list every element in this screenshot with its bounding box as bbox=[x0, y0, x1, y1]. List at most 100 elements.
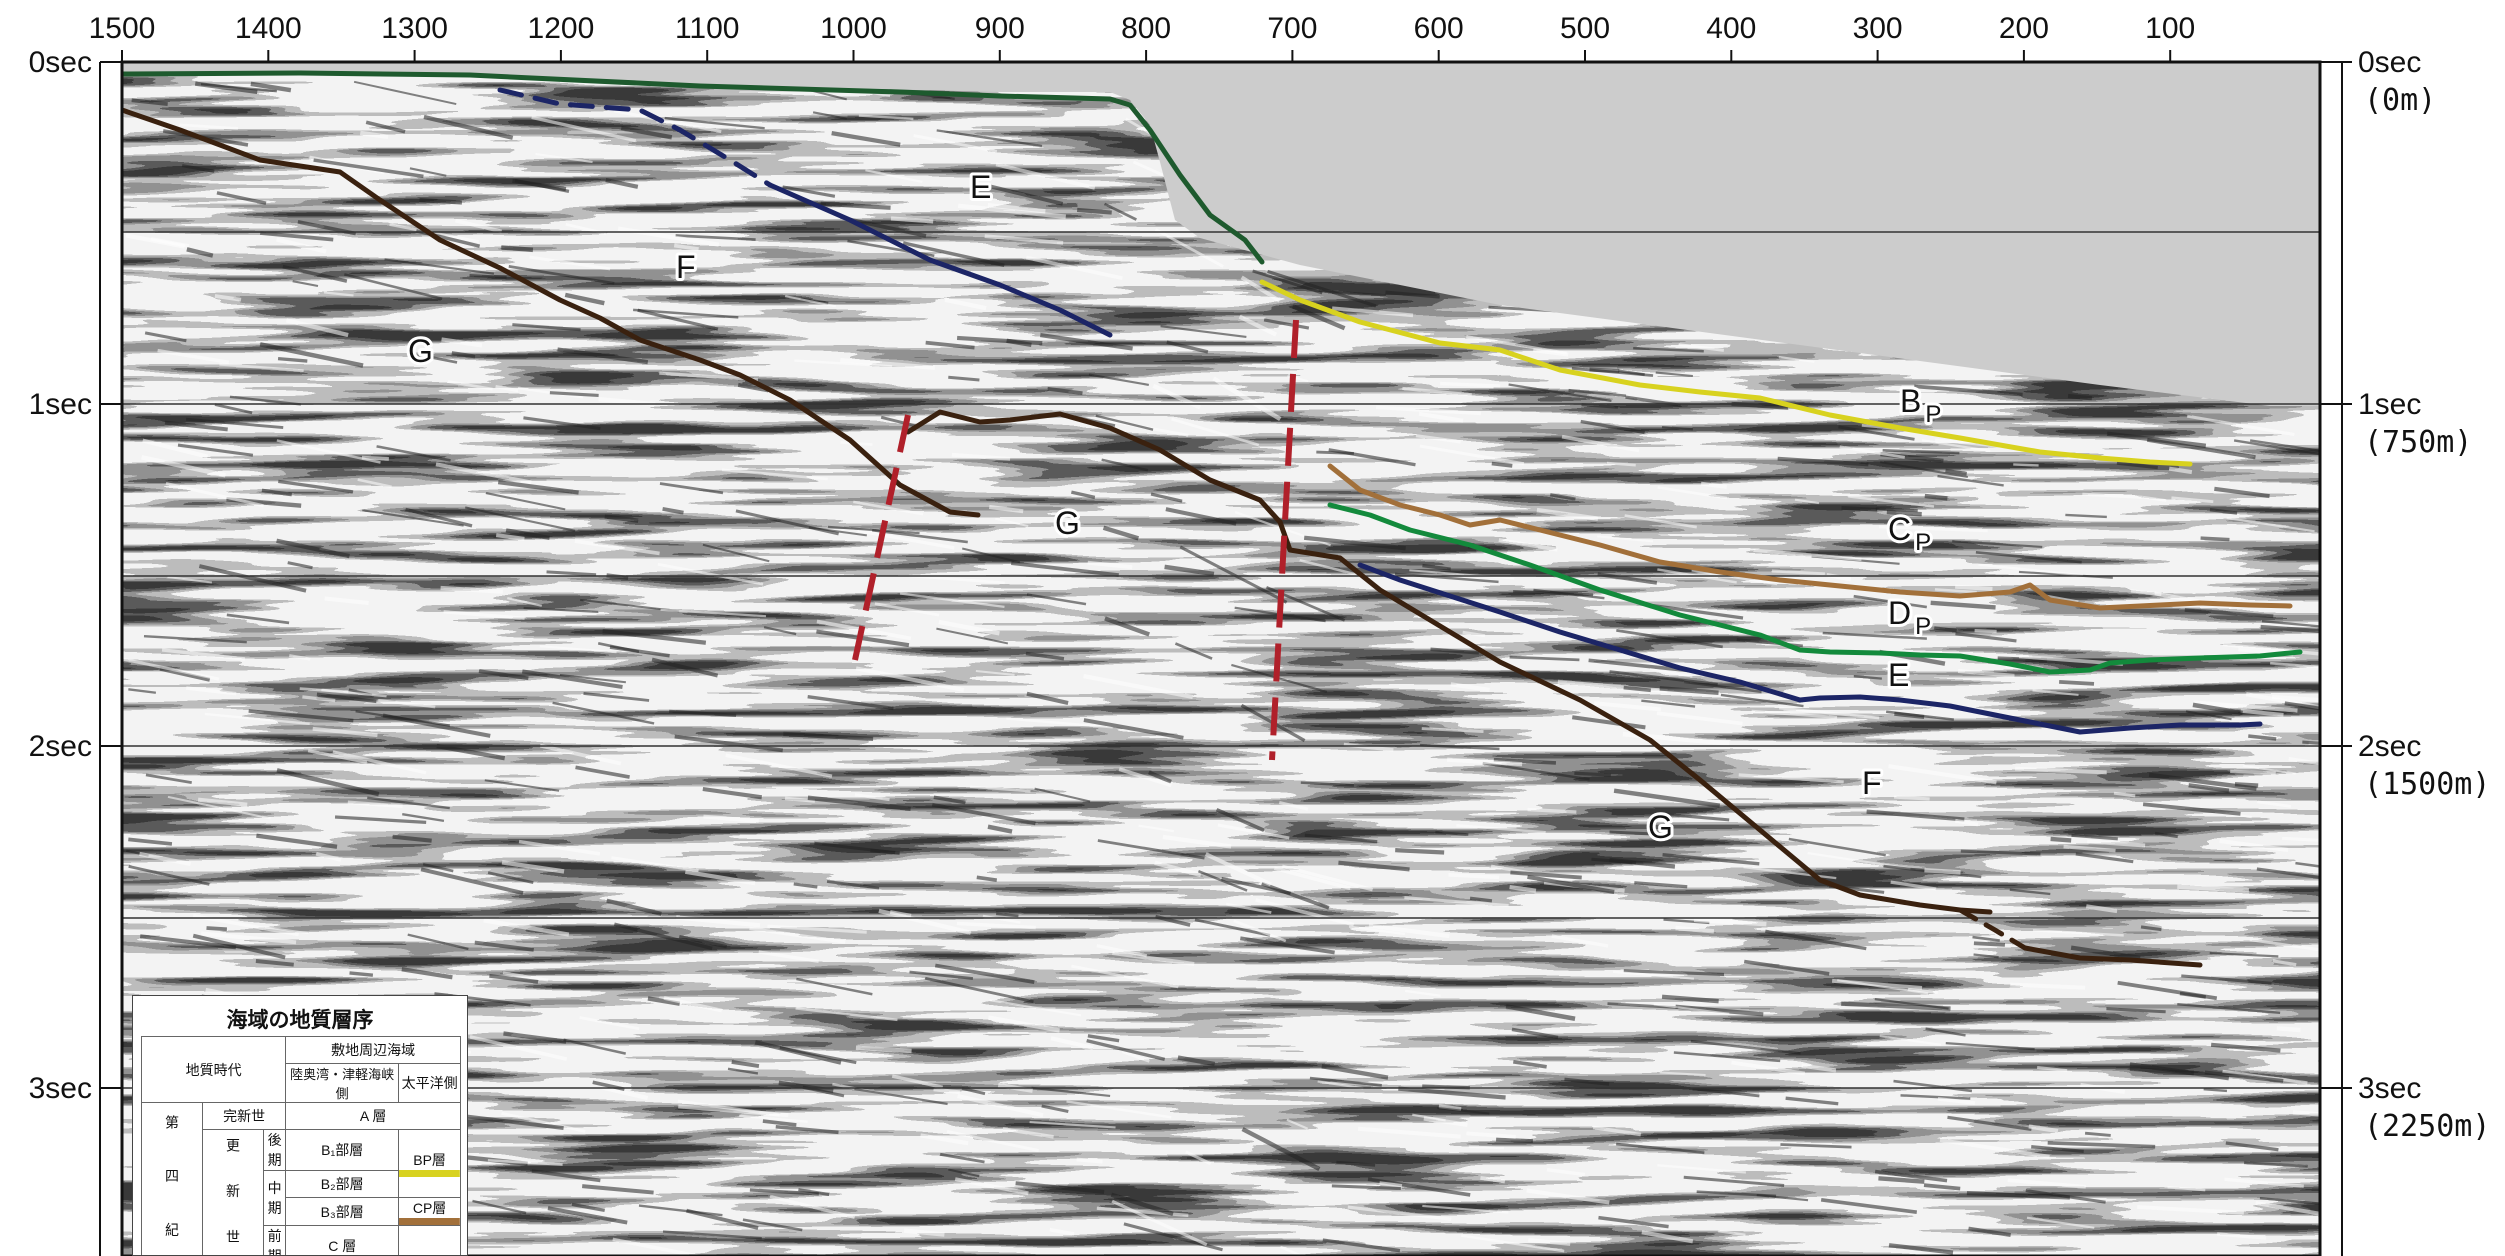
reflector-streak bbox=[1777, 456, 1869, 467]
reflector-streak bbox=[677, 1099, 780, 1117]
reflector-streak bbox=[1588, 658, 1691, 673]
reflector-streak bbox=[784, 796, 816, 803]
reflector-streak bbox=[1937, 1097, 1976, 1105]
layer-label-g-shelf: G bbox=[408, 333, 433, 369]
reflector-streak bbox=[853, 500, 924, 516]
reflector-streak bbox=[1317, 1080, 1364, 1090]
reflector-streak bbox=[1900, 1094, 1971, 1100]
reflector-streak bbox=[2071, 833, 2118, 841]
reflector-streak bbox=[1874, 998, 1949, 1010]
reflector-streak bbox=[1947, 1115, 2032, 1131]
reflector-streak bbox=[1593, 701, 1662, 712]
legend-layer-b2: B₂部層 bbox=[285, 1170, 400, 1198]
reflector-streak bbox=[1954, 818, 1979, 827]
reflector-streak bbox=[2085, 904, 2118, 914]
reflector-streak bbox=[2065, 513, 2107, 519]
reflector-streak bbox=[276, 237, 327, 254]
reflector-streak bbox=[1841, 505, 1878, 512]
reflector-streak bbox=[2225, 1141, 2279, 1152]
reflector-streak bbox=[2302, 740, 2320, 745]
reflector-streak bbox=[367, 796, 450, 810]
reflector-streak bbox=[1751, 709, 1838, 719]
reflector-streak bbox=[2257, 800, 2292, 808]
reflector-streak bbox=[1945, 468, 1968, 476]
reflector-streak bbox=[1278, 800, 1309, 811]
reflector-streak bbox=[2233, 439, 2320, 456]
reflector-streak bbox=[1657, 812, 1730, 822]
horizon-e-slope bbox=[1357, 562, 2263, 735]
reflector-streak bbox=[674, 734, 783, 753]
reflector-streak bbox=[344, 273, 443, 301]
reflector-streak bbox=[779, 1046, 857, 1065]
reflector-streak bbox=[988, 504, 1024, 514]
reflector-streak bbox=[638, 1204, 723, 1217]
legend-bp-swatch bbox=[399, 1170, 460, 1177]
reflector-streak bbox=[1409, 569, 1515, 580]
reflector-streak bbox=[1050, 1036, 1094, 1050]
horizons bbox=[122, 70, 2303, 968]
reflector-streak bbox=[1174, 642, 1213, 660]
reflector-streak bbox=[1874, 1169, 1948, 1183]
reflector-streak bbox=[1338, 860, 1410, 872]
y-tick-label-left: 3sec bbox=[29, 1072, 92, 1105]
reflector-streak bbox=[1204, 852, 1272, 887]
reflector-streak bbox=[407, 933, 469, 951]
reflector-streak bbox=[1893, 795, 1930, 801]
reflector-streak bbox=[288, 654, 311, 661]
reflector-streak bbox=[2204, 1070, 2284, 1083]
reflector-streak bbox=[575, 765, 630, 779]
reflector-streak bbox=[684, 869, 756, 886]
reflector-streak bbox=[2261, 620, 2320, 628]
reflector-streak bbox=[1661, 425, 1693, 431]
reflector-streak bbox=[157, 348, 230, 364]
reflector-streak bbox=[1738, 773, 1844, 784]
reflector-streak bbox=[1273, 866, 1351, 890]
reflector-streak bbox=[2140, 925, 2162, 932]
reflector-streak bbox=[686, 1208, 759, 1230]
reflector-streak bbox=[2209, 508, 2238, 515]
reflector-streak bbox=[1546, 1167, 1586, 1177]
y-depth-label-right: (0m) bbox=[2364, 83, 2436, 118]
reflector-streak bbox=[1822, 631, 1927, 640]
reflector-streak bbox=[1217, 823, 1290, 840]
reflector-streak bbox=[727, 1067, 759, 1075]
reflector-streak bbox=[1597, 535, 1654, 543]
reflector-streak bbox=[1634, 881, 1688, 889]
reflector-streak bbox=[956, 921, 1036, 930]
reflector-streak bbox=[1616, 629, 1723, 649]
reflector-streak bbox=[402, 813, 445, 823]
reflector-streak bbox=[487, 871, 534, 884]
reflector-streak bbox=[2113, 791, 2136, 798]
reflector-streak bbox=[1261, 881, 1330, 910]
reflector-streak bbox=[214, 294, 242, 302]
reflector-streak bbox=[659, 482, 724, 495]
reflector-streak bbox=[1394, 572, 1499, 584]
reflector-streak bbox=[1171, 417, 1260, 447]
reflector-streak bbox=[778, 1080, 834, 1094]
reflector-streak bbox=[946, 1130, 1039, 1152]
reflector-streak bbox=[2224, 1177, 2304, 1188]
reflector-streak bbox=[2184, 608, 2274, 619]
reflector-streak bbox=[219, 362, 304, 373]
layer-label-g-slope: G bbox=[1648, 809, 1673, 845]
reflector-streak bbox=[2272, 694, 2320, 703]
reflector-streak bbox=[1197, 870, 1248, 892]
reflector-streak bbox=[521, 669, 623, 689]
reflector-streak bbox=[1331, 1184, 1401, 1191]
reflector-streak bbox=[531, 1169, 601, 1183]
reflector-streak bbox=[2087, 839, 2146, 848]
reflector-streak bbox=[177, 443, 254, 457]
reflector-streak bbox=[1379, 1181, 1403, 1188]
reflector-streak bbox=[128, 837, 173, 846]
reflector-streak bbox=[1321, 1064, 1389, 1080]
reflector-streak bbox=[1568, 388, 1627, 398]
layer-label-f-slope: F bbox=[1862, 765, 1882, 801]
plot-frame bbox=[120, 60, 2322, 1256]
reflector-streak bbox=[1402, 386, 1472, 397]
reflector-streak bbox=[547, 1206, 628, 1225]
reflector-streak bbox=[982, 914, 1021, 924]
reflector-streak bbox=[2070, 945, 2141, 961]
reflector-streak bbox=[1691, 568, 1778, 586]
